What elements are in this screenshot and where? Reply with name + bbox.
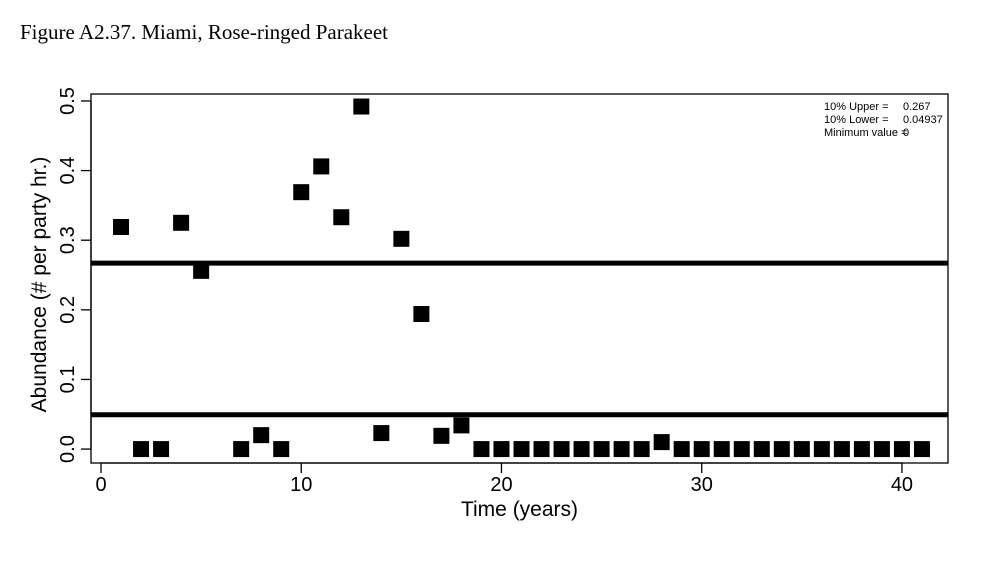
- data-point: [533, 441, 550, 458]
- data-point: [233, 441, 250, 458]
- data-point: [553, 441, 570, 458]
- data-point: [733, 441, 750, 458]
- x-tick-label: 20: [490, 474, 512, 496]
- x-tick-label: 40: [891, 474, 913, 496]
- data-point: [513, 441, 530, 458]
- legend-value: 0.267: [903, 101, 931, 113]
- data-point: [133, 441, 150, 458]
- plot-frame: [90, 93, 949, 464]
- data-point: [673, 441, 690, 458]
- data-point: [833, 441, 850, 458]
- data-point: [293, 184, 310, 201]
- legend: 10% Upper = 0.267 10% Lower = 0.04937Mini…: [824, 101, 943, 139]
- data-point: [253, 427, 270, 444]
- data-point: [773, 441, 790, 458]
- data-point: [173, 214, 190, 231]
- data-point: [813, 441, 830, 458]
- data-point: [753, 441, 770, 458]
- data-point: [333, 209, 350, 226]
- data-point: [593, 441, 610, 458]
- data-point: [713, 441, 730, 458]
- data-point: [413, 306, 430, 323]
- legend-label: 10% Lower =: [824, 114, 889, 126]
- y-tick-label: 0.0: [57, 435, 79, 463]
- y-tick-label: 0.3: [57, 226, 79, 254]
- data-point: [653, 434, 670, 451]
- data-point: [793, 441, 810, 458]
- data-point: [693, 441, 710, 458]
- y-tick-label: 0.5: [57, 87, 79, 115]
- x-tick-label: 10: [290, 474, 312, 496]
- data-point: [893, 441, 910, 458]
- y-axis: 0.0 0.1 0.2 0.3 0.4 0.5: [57, 87, 92, 463]
- y-tick-label: 0.2: [57, 296, 79, 324]
- data-point: [393, 230, 410, 247]
- legend-label: 10% Upper =: [824, 101, 889, 113]
- data-point: [493, 441, 510, 458]
- legend-value: 0.04937: [903, 114, 943, 126]
- legend-label: Minimum value =: [824, 127, 907, 139]
- x-tick-label: 0: [95, 474, 106, 496]
- x-tick-label: 30: [691, 474, 713, 496]
- data-point: [353, 98, 370, 115]
- data-point: [873, 441, 890, 458]
- data-point: [193, 262, 210, 279]
- data-point: [473, 441, 490, 458]
- reference-lines: [91, 260, 948, 418]
- data-point: [913, 441, 930, 458]
- legend-value: 0: [903, 127, 909, 139]
- y-axis-title: Abundance (# per party hr.): [28, 157, 51, 413]
- data-points: [113, 98, 930, 458]
- data-point: [853, 441, 870, 458]
- data-point: [113, 218, 130, 235]
- data-point: [613, 441, 630, 458]
- data-point: [153, 441, 170, 458]
- x-axis-title: Time (years): [461, 498, 578, 521]
- data-point: [313, 158, 330, 175]
- data-point: [633, 441, 650, 458]
- data-point: [433, 427, 450, 444]
- x-axis: 0 10 20 30 40: [95, 462, 913, 496]
- data-point: [373, 425, 390, 442]
- y-tick-label: 0.4: [57, 157, 79, 185]
- data-point: [453, 417, 470, 434]
- data-point: [573, 441, 590, 458]
- data-point: [273, 441, 290, 458]
- y-tick-label: 0.1: [57, 366, 79, 394]
- figure-caption: Figure A2.37. Miami, Rose-ringed Parakee…: [20, 20, 389, 44]
